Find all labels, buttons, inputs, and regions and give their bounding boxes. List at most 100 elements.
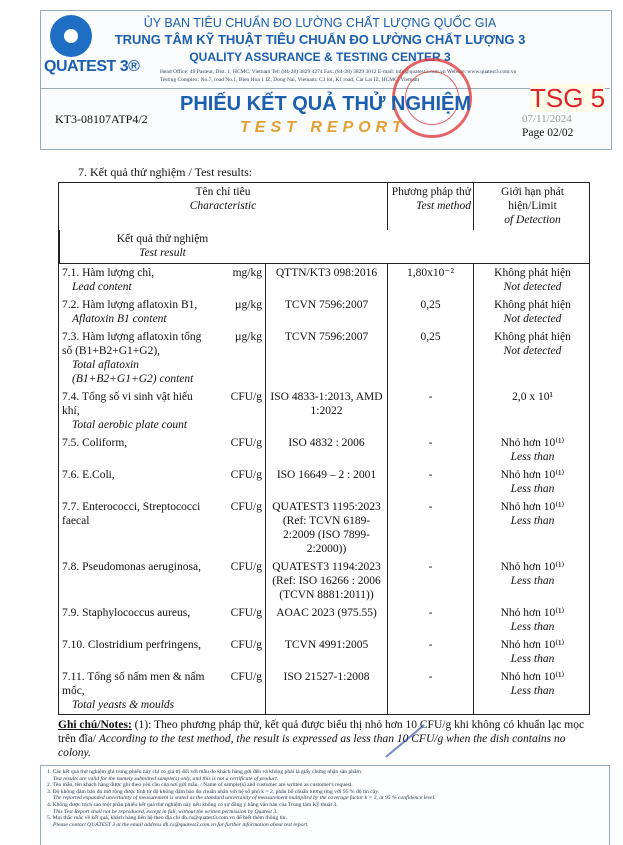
row-result: Nhỏ hơn 10⁽¹⁾ Less than (473, 466, 591, 498)
row-method: ISO 21527-1:2008 (265, 668, 387, 714)
row-lod: - (387, 388, 473, 434)
row-unit: CFU/g (230, 501, 262, 513)
row-result: Không phát hiện Not detected (473, 296, 591, 328)
table-row: 7.3. Hàm lượng aflatoxin tổng số (B1+B2+… (59, 328, 589, 388)
row-method: ISO 4833-1:2013, AMD 1:2022 (265, 388, 387, 434)
row-unit: CFU/g (230, 391, 262, 403)
report-code: KT3-08107ATP4/2 (55, 112, 148, 126)
address: Head Office: 49 Pasteur, Dist. 1, HCMC, … (160, 68, 600, 84)
row-unit: CFU/g (230, 639, 262, 651)
row-lod: - (387, 434, 473, 466)
footer-line: 4. Không được trích sao một phần phiếu k… (47, 801, 338, 808)
row-lod: 0,25 (387, 296, 473, 328)
footer-line: The reported expanded uncertainty of mea… (53, 795, 436, 802)
row-characteristic: 7.3. Hàm lượng aflatoxin tổng số (B1+B2+… (62, 331, 202, 385)
table-row: 7.4. Tổng số vi sinh vật hiếu khí, Total … (59, 388, 589, 434)
footer-disclaimer: 1. Các kết quả thử nghiệm ghi trong phiế… (40, 765, 610, 845)
tag-label: TSG 5 (530, 83, 606, 113)
row-unit: CFU/g (230, 469, 262, 481)
row-characteristic: 7.8. Pseudomonas aeruginosa, (62, 561, 201, 573)
row-lod: 1,80x10⁻² (387, 264, 473, 296)
title-band (40, 88, 610, 147)
results-table: Tên chỉ tiêu Characteristic Phương pháp t… (58, 182, 590, 715)
row-result: Nhỏ hơn 10⁽¹⁾ Less than (473, 498, 591, 558)
table-row: 7.8. Pseudomonas aeruginosa, CFU/g QUATEST… (59, 558, 589, 604)
row-lod: - (387, 636, 473, 668)
col-header-result: Kết quả thử nghiệm Test result (59, 230, 265, 263)
footer-line: Please contact QUATEST 3 at the email ad… (53, 821, 309, 828)
org-line-3: QUALITY ASSURANCE & TESTING CENTER 3 (189, 50, 451, 64)
row-method: QTTN/KT3 098:2016 (265, 264, 387, 296)
official-stamp (392, 58, 472, 138)
head-office: Head Office: 49 Pasteur, Dist. 1, HCMC, … (160, 69, 517, 75)
row-lod: 0,25 (387, 328, 473, 388)
row-unit: CFU/g (230, 561, 262, 573)
footer-line: 2. Tên mẫu, tên khách hàng được ghi theo… (47, 782, 353, 789)
row-result: 2,0 x 10¹ (473, 388, 591, 434)
footer-line: Test results are valid for the namely su… (53, 775, 279, 782)
row-result: Nhỏ hơn 10⁽¹⁾ Less than (473, 636, 591, 668)
row-result: Không phát hiện Not detected (473, 328, 591, 388)
testing-complex: Testing Complex: No.7, road No.1, Bien H… (160, 77, 420, 83)
row-result: Nhỏ hơn 10⁽¹⁾ Less than (473, 558, 591, 604)
row-characteristic: 7.4. Tổng số vi sinh vật hiếu khí, Total … (62, 391, 193, 431)
table-header: Tên chỉ tiêu Characteristic Phương pháp t… (59, 183, 589, 264)
quatest-logo (50, 15, 92, 57)
row-unit: µg/kg (234, 331, 262, 343)
row-characteristic: 7.2. Hàm lượng aflatoxin B1, Aflatoxin B1… (62, 299, 198, 325)
footer-line: 5. Mọi thắc mắc về kết quả, khách hàng l… (47, 815, 287, 822)
footer-line: This Test Report shall not be reproduced… (53, 808, 278, 815)
table-row: 7.2. Hàm lượng aflatoxin B1, Aflatoxin B1… (59, 296, 589, 328)
col-header-method: Phương pháp thử Test method (387, 183, 473, 230)
row-method: ISO 4832 : 2006 (265, 434, 387, 466)
title-vi: PHIẾU KẾT QUẢ THỬ NGHIỆM (180, 93, 472, 115)
notes: Ghi chú/Notes: (1): Theo phương pháp thử… (58, 719, 585, 759)
table-row: 7.11. Tổng số nấm men & nấm mốc, Total ye… (59, 668, 589, 714)
row-method: QUATEST3 1195:2023 (Ref: TCVN 6189-2:200… (265, 498, 387, 558)
letterhead (40, 10, 612, 150)
row-lod: - (387, 466, 473, 498)
col-header-characteristic: Tên chỉ tiêu Characteristic (189, 186, 257, 212)
row-characteristic: 7.6. E.Coli, (62, 469, 115, 481)
brand-name: QUATEST 3® (44, 58, 140, 75)
row-method: TCVN 7596:2007 (265, 328, 387, 388)
footer-line: 3. Độ không đảm bảo đo mở rộng được tính… (47, 788, 380, 795)
page-number: Page 02/02 (522, 127, 574, 139)
org-line-2: TRUNG TÂM KỸ THUẬT TIÊU CHUẨN ĐO LƯỜNG C… (114, 32, 526, 47)
row-method: TCVN 4991:2005 (265, 636, 387, 668)
table-row: 7.5. Coliform, CFU/g ISO 4832 : 2006- Nhỏ h… (59, 434, 589, 466)
row-characteristic: 7.5. Coliform, (62, 437, 128, 449)
results-area: Tên chỉ tiêu Characteristic Phương pháp t… (58, 182, 590, 760)
row-lod: - (387, 604, 473, 636)
row-characteristic: 7.11. Tổng số nấm men & nấm mốc, Total ye… (62, 671, 205, 711)
table-row: 7.9. Staphylococcus aureus, CFU/g AOAC 202… (59, 604, 589, 636)
row-unit: µg/kg (234, 299, 262, 311)
row-method: TCVN 7596:2007 (265, 296, 387, 328)
row-result: Không phát hiện Not detected (473, 264, 591, 296)
row-result: Nhỏ hơn 10⁽¹⁾ Less than (473, 604, 591, 636)
row-characteristic: 7.9. Staphylococcus aureus, (62, 607, 191, 619)
title-en: TEST REPORT (240, 119, 407, 136)
table-row: 7.1. Hàm lượng chì, Lead content mg/kg QTTN… (59, 264, 589, 296)
row-result: Nhỏ hơn 10⁽¹⁾ Less than (473, 668, 591, 714)
col-header-lod: Giới hạn phát hiện/Limit of Detection (473, 183, 591, 230)
table-row: 7.6. E.Coli, CFU/g ISO 16649 – 2 : 2001- Nh… (59, 466, 589, 498)
row-method: QUATEST3 1194:2023 (Ref: ISO 16266 : 200… (265, 558, 387, 604)
row-characteristic: 7.1. Hàm lượng chì, Lead content (62, 267, 155, 293)
row-result: Nhỏ hơn 10⁽¹⁾ Less than (473, 434, 591, 466)
row-method: AOAC 2023 (975.55) (265, 604, 387, 636)
footer-line: 1. Các kết quả thử nghiệm ghi trong phiế… (47, 769, 363, 775)
row-lod: - (387, 668, 473, 714)
row-unit: CFU/g (230, 607, 262, 619)
report-date: 07/11/2024 (522, 113, 572, 125)
section-title: 7. Kết quả thử nghiệm / Test results: (78, 165, 253, 179)
row-unit: CFU/g (230, 437, 262, 449)
row-unit: CFU/g (230, 671, 262, 683)
row-lod: - (387, 558, 473, 604)
row-characteristic: 7.10. Clostridium perfringens, (62, 639, 201, 651)
row-lod: - (387, 498, 473, 558)
table-row: 7.7. Enterococci, Streptococci faecal CFU… (59, 498, 589, 558)
org-line-1: ỦY BAN TIÊU CHUẨN ĐO LƯỜNG CHẤT LƯỢNG QU… (143, 16, 497, 30)
table-row: 7.10. Clostridium perfringens, CFU/g TCVN … (59, 636, 589, 668)
row-unit: mg/kg (232, 267, 262, 279)
